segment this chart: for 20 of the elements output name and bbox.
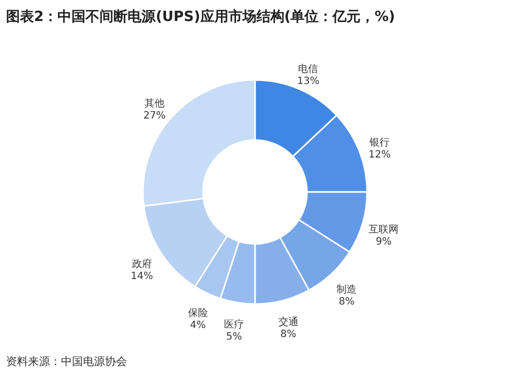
- slice-label: 互联网: [368, 223, 399, 236]
- data-label: 4%: [190, 320, 206, 332]
- slice-label: 银行: [368, 138, 390, 149]
- data-label: 8%: [338, 296, 355, 308]
- data-label: 8%: [280, 328, 296, 340]
- chart-title: 图表2：中国不间断电源(UPS)应用市场结构(单位：亿元，%): [6, 8, 396, 25]
- slice-label: 政府: [132, 258, 152, 270]
- data-label: 14%: [130, 270, 153, 282]
- slice-label: 电信: [298, 63, 318, 76]
- data-label: 12%: [368, 150, 391, 161]
- slice-label: 交通: [278, 316, 298, 328]
- slice-label: 其他: [144, 97, 164, 110]
- slice-label: 医疗: [224, 318, 244, 330]
- data-label: 27%: [143, 110, 166, 122]
- slice-label: 保险: [188, 307, 208, 320]
- text: 资料来源：中国电源协会: [6, 355, 127, 368]
- slice-label: 制造: [336, 284, 357, 296]
- data-label: 5%: [226, 331, 242, 342]
- data-label: 13%: [297, 76, 320, 88]
- data-label: 9%: [376, 236, 392, 248]
